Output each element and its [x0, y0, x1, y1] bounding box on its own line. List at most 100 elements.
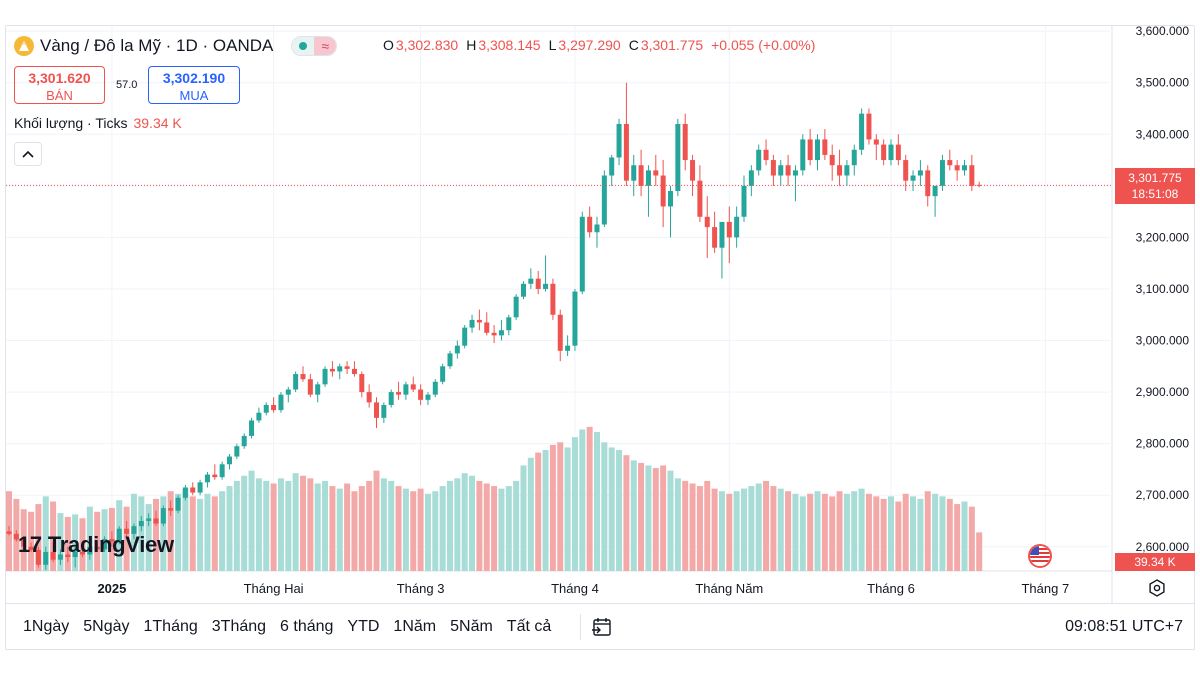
tradingview-mark: 17: [18, 532, 42, 557]
bottom-toolbar: 1Ngày 5Ngày 1Tháng 3Tháng 6 tháng YTD 1Năm 5Năm…: [5, 603, 1195, 649]
symbol-title[interactable]: Vàng / Đô la Mỹ · 1D · OANDA: [40, 36, 274, 55]
candle-body: [396, 392, 402, 395]
candle-body: [322, 368, 328, 385]
candle-body: [748, 170, 754, 186]
candle-body: [550, 283, 556, 315]
gear-icon[interactable]: [1147, 578, 1167, 598]
candle-body: [734, 216, 740, 238]
volume-bar: [601, 442, 608, 571]
volume-bar: [94, 511, 101, 571]
range-button[interactable]: 5Ngày: [83, 618, 130, 635]
countdown-label: 18:51:08: [1131, 187, 1179, 201]
volume-bar: [616, 450, 623, 571]
open-value: 3,302.830: [395, 37, 459, 53]
candle-body: [50, 551, 56, 560]
volume-bar: [211, 496, 218, 571]
volume-bar: [255, 478, 262, 571]
volume-bar: [505, 486, 512, 571]
candle-body: [43, 551, 49, 565]
range-button[interactable]: Tất cả: [506, 618, 552, 635]
range-button[interactable]: 1Năm: [393, 618, 437, 635]
candle-body: [197, 482, 203, 493]
range-button[interactable]: 1Tháng: [143, 618, 198, 635]
volume-bar: [968, 506, 975, 571]
candle-body: [778, 165, 784, 176]
us-flag-icon[interactable]: [1028, 544, 1052, 568]
volume-bar: [652, 468, 659, 571]
range-button[interactable]: YTD: [347, 618, 380, 635]
candle-body: [80, 551, 85, 555]
y-tick-label: 3,000.000: [1136, 334, 1190, 348]
candle-body: [785, 165, 791, 176]
volume-bar: [961, 501, 968, 571]
volume-bar: [300, 475, 306, 571]
volume-bar: [557, 442, 564, 571]
calendar-range-icon[interactable]: [590, 615, 614, 639]
candle-body: [866, 113, 872, 140]
volume-bar: [35, 504, 42, 571]
buy-button[interactable]: 3,302.190 MUA: [148, 66, 240, 104]
range-button[interactable]: 5Năm: [450, 618, 493, 635]
volume-bar: [748, 486, 755, 571]
candle-body: [65, 554, 71, 558]
tradingview-logo[interactable]: 17 TradingView: [18, 532, 174, 558]
candle-body: [623, 123, 629, 181]
candle-body: [653, 170, 659, 176]
range-button[interactable]: 6 tháng: [280, 618, 334, 635]
candle-body: [293, 374, 299, 390]
candle-body: [609, 157, 615, 176]
candle-body: [315, 384, 321, 395]
volume-bar: [608, 447, 615, 571]
candle-body: [102, 539, 108, 550]
volume-bar: [42, 496, 49, 571]
candle-body: [204, 474, 210, 483]
candle-body: [124, 528, 130, 534]
sell-button[interactable]: 3,301.620 BÁN: [14, 66, 105, 104]
change-value: +0.055 (+0.00%): [711, 37, 816, 53]
volume-bar: [674, 478, 681, 571]
candle-body: [138, 520, 144, 527]
volume-bar: [182, 488, 189, 571]
candle-body: [565, 345, 571, 351]
volume-bar: [454, 478, 461, 571]
volume-bar: [402, 488, 409, 571]
volume-bar: [682, 480, 689, 571]
high-key: H: [466, 37, 477, 53]
candle-body: [337, 366, 343, 372]
buy-price: 3,302.190: [162, 70, 226, 86]
tradingview-text: TradingView: [47, 532, 174, 557]
volume-bar: [527, 457, 534, 571]
volume-bar: [483, 483, 490, 571]
volume-bar: [638, 462, 645, 571]
range-button[interactable]: 1Ngày: [23, 618, 70, 635]
volume-bar: [513, 480, 520, 571]
candle-body: [719, 221, 725, 248]
candle-body: [476, 319, 482, 323]
volume-bar: [373, 470, 380, 571]
volume-price-tag: 39.34 K: [1115, 553, 1195, 571]
candle-body: [440, 366, 446, 382]
candle-body: [690, 160, 696, 181]
y-tick-label: 2,800.000: [1136, 437, 1190, 451]
volume-bar: [667, 470, 674, 571]
y-tick-label: 3,600.000: [1136, 24, 1190, 38]
range-button[interactable]: 3Tháng: [211, 618, 267, 635]
candle-body: [638, 165, 644, 186]
volume-bar: [865, 493, 872, 571]
candle-body: [815, 139, 820, 161]
market-status-pill[interactable]: ≈: [291, 36, 338, 56]
volume-bar: [432, 491, 439, 571]
y-tick-label: 2,700.000: [1136, 488, 1190, 502]
volume-bar: [689, 483, 696, 571]
volume-bar: [153, 498, 159, 571]
close-key: C: [628, 37, 639, 53]
candle-body: [557, 314, 563, 351]
gold-symbol-icon[interactable]: [14, 36, 34, 56]
collapse-legend-button[interactable]: [14, 142, 42, 166]
candle-body: [454, 345, 460, 354]
candle-body: [285, 389, 291, 395]
clock-timezone[interactable]: 09:08:51 UTC+7: [1065, 618, 1183, 635]
volume-label: Khối lượng · Ticks: [14, 115, 128, 131]
candle-body: [498, 330, 504, 336]
volume-legend[interactable]: Khối lượng · Ticks 39.34 K: [14, 115, 182, 131]
